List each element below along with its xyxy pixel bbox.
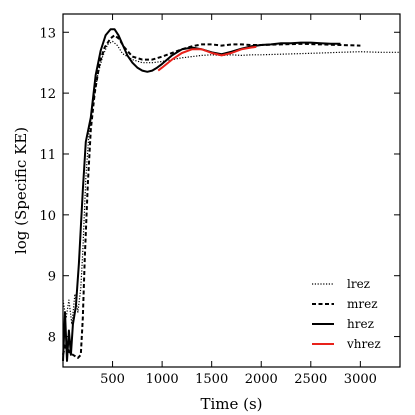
legend-label: hrez bbox=[347, 317, 374, 331]
series-line-vhrez bbox=[157, 45, 257, 72]
series-line-mrez bbox=[62, 34, 361, 359]
legend-item-vhrez: vhrez bbox=[312, 337, 381, 351]
legend-label: vhrez bbox=[346, 337, 381, 351]
y-tick-label: 13 bbox=[39, 26, 56, 41]
legend: lrez mrez hrez vhrez bbox=[312, 277, 381, 351]
axis-ticks bbox=[63, 14, 400, 367]
x-tick-label: 500 bbox=[100, 372, 125, 387]
series-line-lrez bbox=[62, 40, 400, 325]
legend-label: lrez bbox=[347, 277, 370, 291]
y-tick-label: 11 bbox=[39, 148, 56, 163]
legend-label: mrez bbox=[347, 297, 378, 311]
y-tick-label: 10 bbox=[39, 209, 56, 224]
tick-labels: 500 1000 1500 2000 2500 3000 8 9 10 11 12 13 bbox=[39, 26, 376, 387]
plot-lines bbox=[62, 28, 400, 362]
x-tick-label: 2500 bbox=[294, 372, 327, 387]
y-tick-label: 12 bbox=[39, 87, 56, 102]
legend-item-hrez: hrez bbox=[312, 317, 374, 331]
legend-item-mrez: mrez bbox=[312, 297, 378, 311]
x-tick-label: 3000 bbox=[344, 372, 377, 387]
legend-item-lrez: lrez bbox=[312, 277, 370, 291]
x-tick-label: 1000 bbox=[146, 372, 179, 387]
x-tick-label: 1500 bbox=[195, 372, 228, 387]
y-tick-label: 9 bbox=[48, 270, 56, 285]
y-tick-label: 8 bbox=[48, 331, 56, 346]
axes-frame bbox=[62, 13, 401, 368]
series-line-hrez bbox=[62, 28, 341, 362]
x-axis-label: Time (s) bbox=[200, 395, 262, 413]
x-tick-label: 2000 bbox=[245, 372, 278, 387]
y-axis-label: log (Specific KE) bbox=[12, 127, 30, 254]
